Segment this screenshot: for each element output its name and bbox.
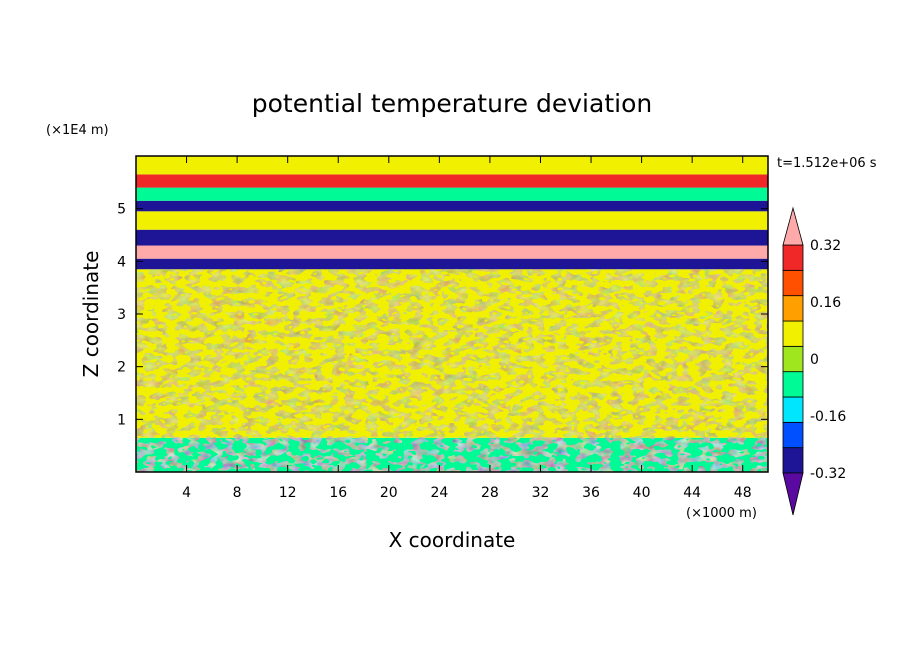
x-tick-label: 48 bbox=[734, 485, 752, 501]
contour-band bbox=[136, 258, 768, 270]
x-tick-label: 40 bbox=[633, 485, 651, 501]
contour-band bbox=[136, 174, 768, 188]
y-tick-label: 4 bbox=[117, 254, 126, 270]
x-axis: 4 8 12 16 20 24 28 32 36 40 44 48 bbox=[182, 156, 752, 501]
contour-band bbox=[136, 187, 768, 201]
plot-area bbox=[136, 156, 768, 472]
colorbar-segment bbox=[782, 295, 804, 322]
contour-band bbox=[136, 229, 768, 246]
colorbar-segment bbox=[782, 396, 804, 423]
colorbar: 0.32 0.16 0 -0.16 -0.32 bbox=[782, 206, 846, 516]
x-tick-label: 24 bbox=[430, 485, 448, 501]
x-tick-label: 32 bbox=[532, 485, 550, 501]
x-tick-label: 44 bbox=[683, 485, 701, 501]
y-axis: 1 2 3 4 5 bbox=[117, 202, 768, 428]
x-tick-label: 28 bbox=[481, 485, 499, 501]
chart-title: potential temperature deviation bbox=[252, 89, 652, 118]
x-tick-label: 4 bbox=[182, 485, 191, 501]
colorbar-segment bbox=[782, 244, 804, 271]
x-unit-label: (×1000 m) bbox=[686, 506, 757, 521]
contour-texture bbox=[136, 437, 768, 472]
y-tick-label: 5 bbox=[117, 202, 126, 218]
y-unit-label: (×1E4 m) bbox=[46, 123, 109, 138]
contour-band bbox=[136, 156, 768, 175]
colorbar-label: -0.32 bbox=[810, 466, 846, 482]
contour-band bbox=[136, 211, 768, 230]
x-tick-label: 16 bbox=[329, 485, 347, 501]
colorbar-label: 0.32 bbox=[810, 238, 841, 254]
contour-band bbox=[136, 200, 768, 212]
colorbar-label: -0.16 bbox=[810, 409, 846, 425]
colorbar-segment bbox=[782, 269, 804, 297]
y-tick-label: 3 bbox=[117, 307, 126, 323]
x-tick-label: 20 bbox=[380, 485, 398, 501]
colorbar-segment bbox=[782, 320, 804, 347]
colorbar-max-extension bbox=[782, 206, 804, 246]
x-tick-label: 12 bbox=[279, 485, 297, 501]
colorbar-segment bbox=[782, 345, 804, 373]
x-tick-label: 36 bbox=[582, 485, 600, 501]
y-tick-label: 1 bbox=[117, 412, 126, 428]
contour-texture bbox=[136, 269, 768, 438]
colorbar-segment bbox=[782, 371, 804, 398]
x-axis-label: X coordinate bbox=[389, 528, 516, 552]
y-axis-label: Z coordinate bbox=[79, 251, 103, 378]
colorbar-label: 0 bbox=[810, 352, 819, 368]
y-tick-label: 2 bbox=[117, 360, 126, 376]
colorbar-segment bbox=[782, 421, 804, 449]
colorbar-min-extension bbox=[782, 472, 804, 516]
time-label: t=1.512e+06 s bbox=[777, 156, 877, 171]
contour-band bbox=[136, 245, 768, 259]
x-tick-label: 8 bbox=[233, 485, 242, 501]
colorbar-segment bbox=[782, 447, 804, 474]
colorbar-label: 0.16 bbox=[810, 295, 841, 311]
